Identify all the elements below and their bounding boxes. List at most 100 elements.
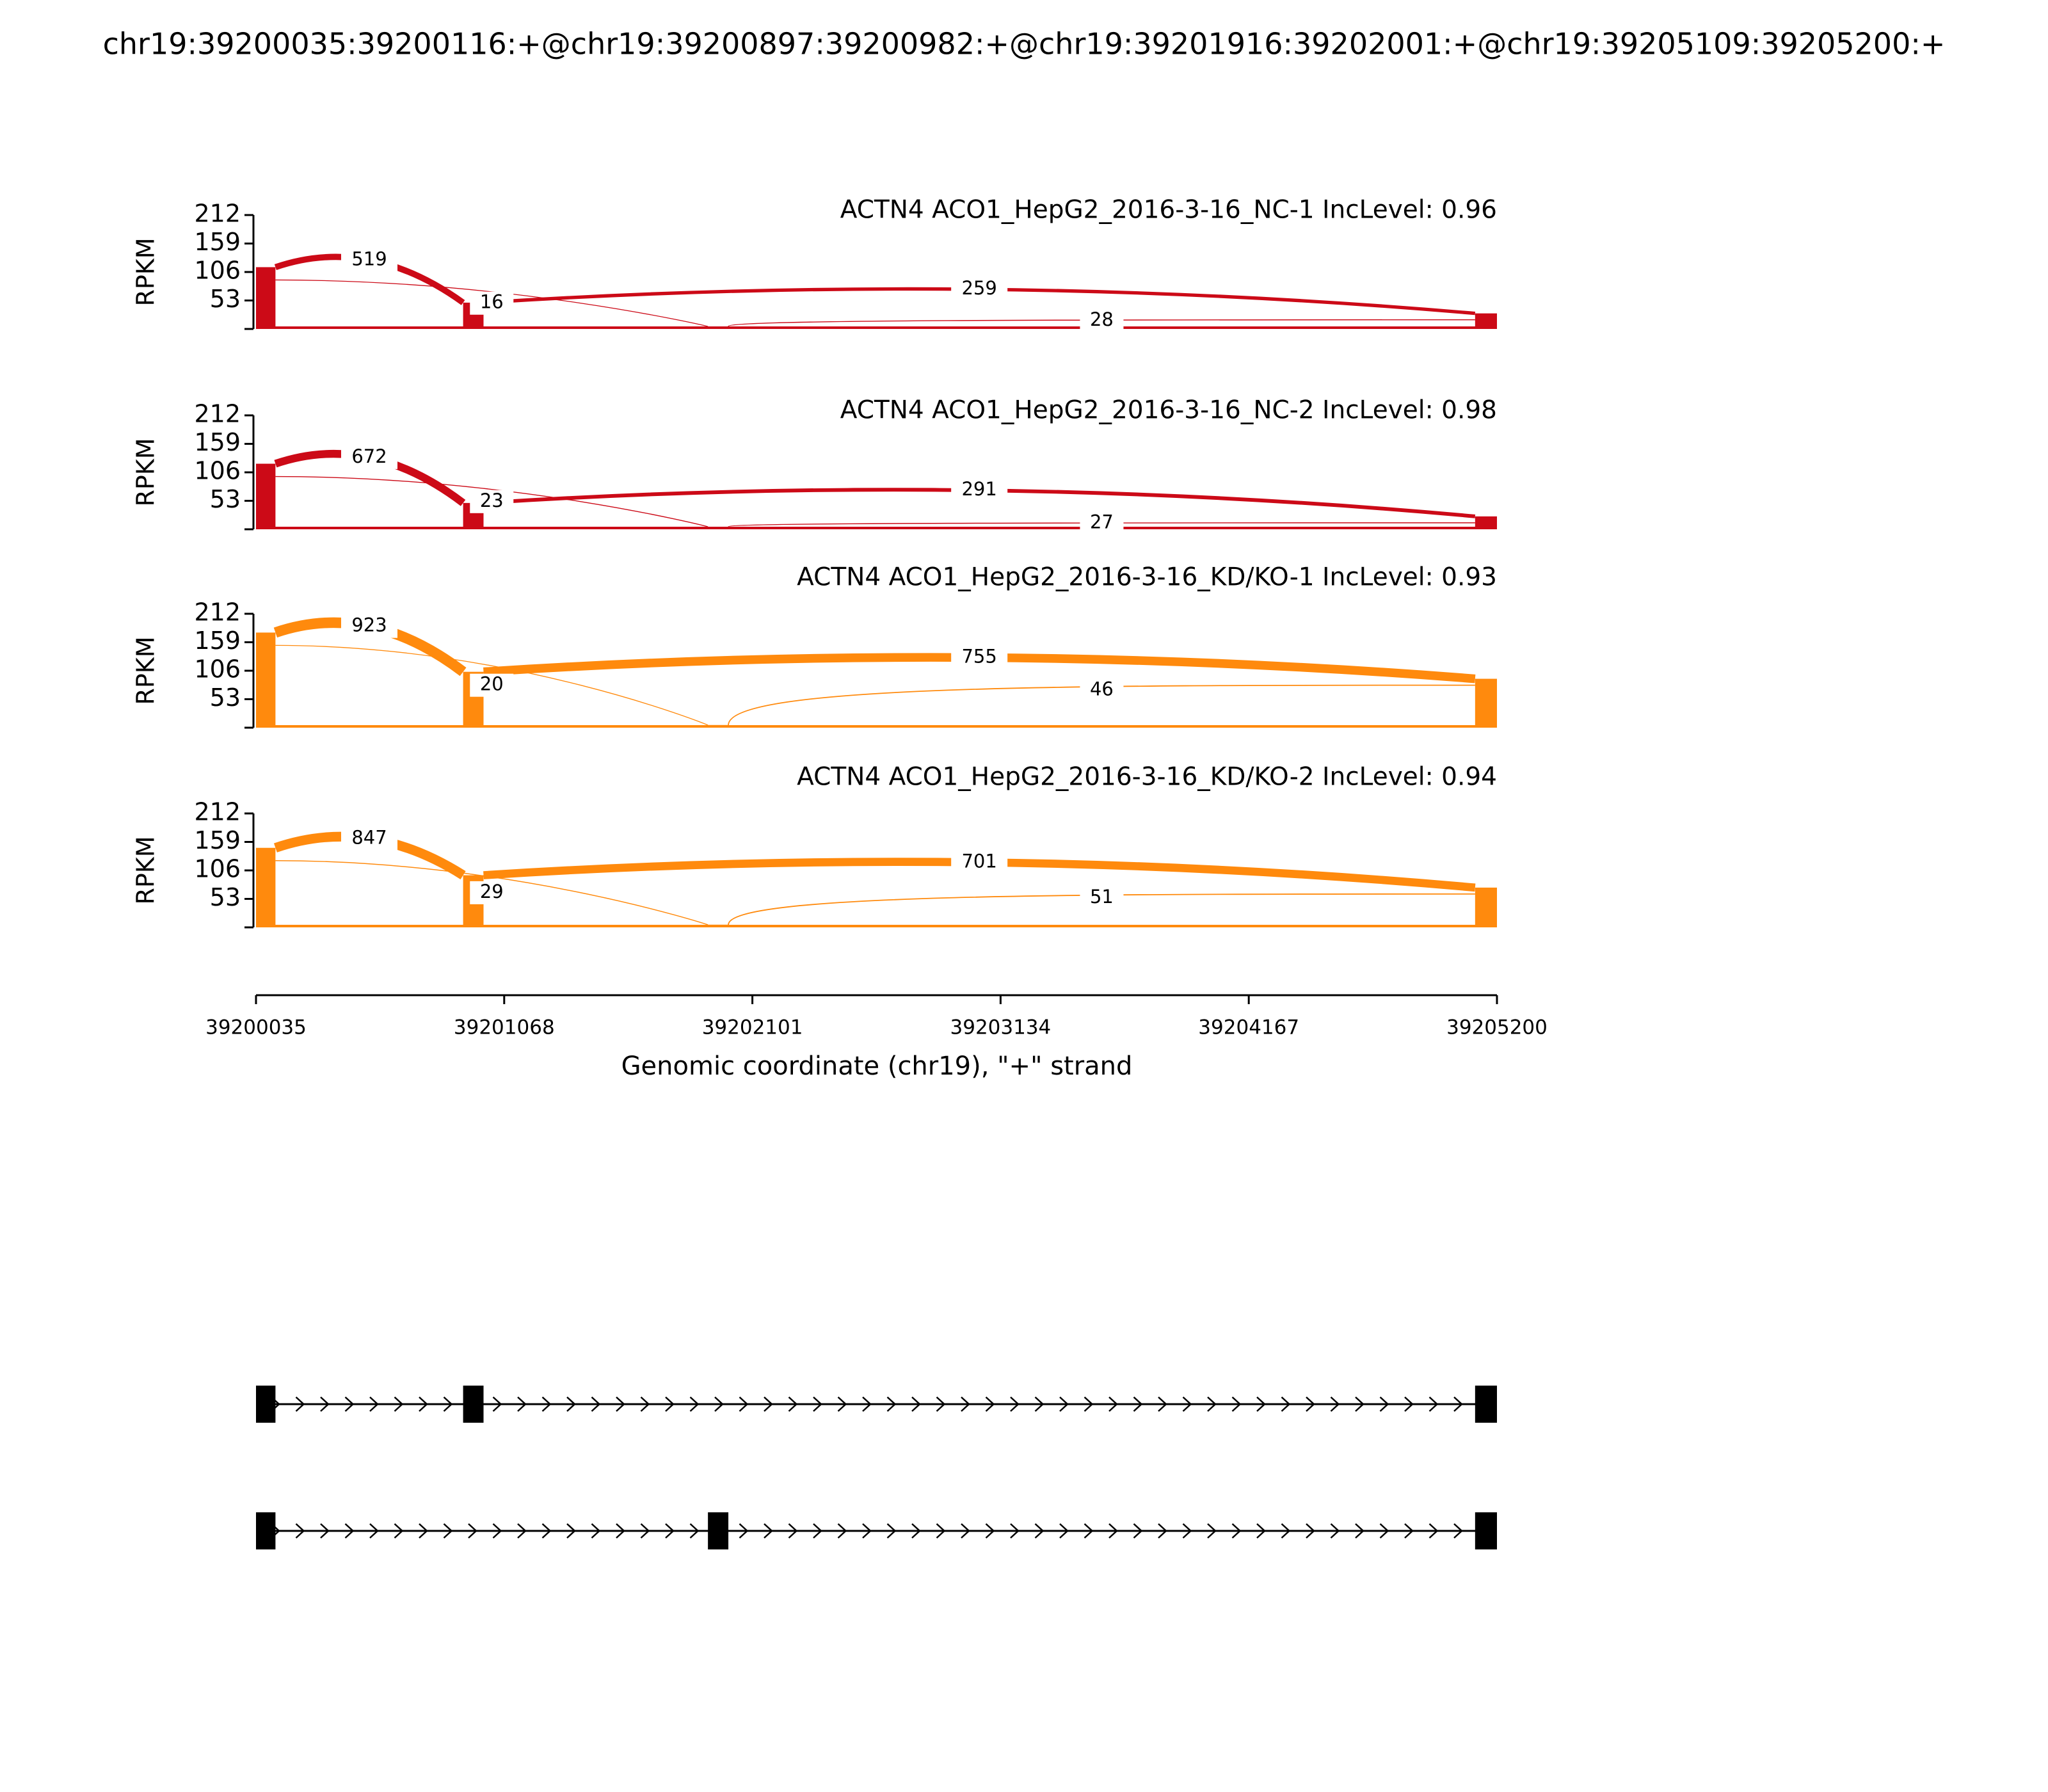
strand-chevron — [566, 1523, 576, 1539]
strand-chevron — [640, 1396, 650, 1412]
strand-chevron — [788, 1396, 798, 1412]
y-tick-label: 106 — [194, 655, 241, 684]
y-axis-label: RPKM — [132, 438, 160, 506]
y-axis-label: RPKM — [132, 237, 160, 306]
strand-chevron — [541, 1396, 552, 1412]
exon-block — [256, 1512, 276, 1549]
strand-chevron — [1404, 1523, 1414, 1539]
x-axis-label: Genomic coordinate (chr19), "+" strand — [621, 1052, 1133, 1081]
strand-chevron — [1330, 1396, 1340, 1412]
x-tick-label: 39200035 — [205, 1016, 307, 1039]
strand-chevron — [739, 1523, 749, 1539]
strand-chevron — [1059, 1396, 1069, 1412]
x-tick-label: 39204167 — [1198, 1016, 1299, 1039]
strand-chevron — [911, 1523, 921, 1539]
strand-chevron — [492, 1396, 502, 1412]
strand-chevron — [813, 1523, 822, 1539]
strand-chevron — [492, 1523, 502, 1539]
strand-chevron — [1379, 1396, 1389, 1412]
strand-chevron — [1256, 1523, 1266, 1539]
junction-label-bg — [1080, 678, 1124, 702]
y-tick-label: 159 — [194, 627, 241, 655]
strand-chevron — [1256, 1396, 1266, 1412]
y-tick-label: 53 — [210, 883, 241, 911]
strand-chevron — [1355, 1523, 1364, 1539]
strand-chevron — [295, 1396, 305, 1412]
strand-chevron — [1034, 1396, 1044, 1412]
coverage-bar — [1475, 313, 1497, 329]
strand-chevron — [1182, 1396, 1192, 1412]
exon-block — [1475, 1512, 1497, 1549]
junction-label: 291 — [961, 478, 996, 500]
strand-chevron — [1428, 1523, 1439, 1539]
strand-chevron — [295, 1523, 305, 1539]
junction-label: 51 — [1090, 886, 1114, 908]
strand-chevron — [369, 1396, 379, 1412]
strand-chevron — [591, 1396, 601, 1412]
junction-label: 701 — [961, 850, 996, 872]
junction-arc — [275, 860, 708, 925]
junction-label: 27 — [1090, 511, 1114, 533]
strand-chevron — [1207, 1396, 1217, 1412]
strand-chevron — [541, 1523, 552, 1539]
x-tick-label: 39203134 — [950, 1016, 1052, 1039]
strand-chevron — [886, 1396, 897, 1412]
junction-label-bg — [341, 614, 398, 638]
strand-chevron — [616, 1396, 625, 1412]
panel-title: ACTN4 ACO1_HepG2_2016-3-16_NC-1 IncLevel… — [840, 196, 1497, 225]
strand-chevron — [837, 1396, 847, 1412]
junction-label-bg — [1080, 511, 1124, 535]
strand-chevron — [788, 1523, 798, 1539]
panel-title: ACTN4 ACO1_HepG2_2016-3-16_NC-2 IncLevel… — [840, 396, 1497, 425]
strand-chevron — [862, 1396, 872, 1412]
y-tick-label: 159 — [194, 228, 241, 256]
strand-chevron — [616, 1523, 625, 1539]
strand-chevron — [344, 1396, 355, 1412]
junction-label: 20 — [480, 673, 504, 695]
chart-title: chr19:39200035:39200116:+@chr19:39200897… — [103, 27, 1946, 61]
strand-chevron — [1453, 1396, 1463, 1412]
junction-arc — [275, 279, 708, 327]
strand-chevron — [1182, 1523, 1192, 1539]
coverage-bar — [708, 327, 729, 329]
strand-chevron — [665, 1523, 675, 1539]
coverage-bar — [256, 463, 276, 529]
strand-chevron — [1108, 1523, 1118, 1539]
y-tick-label: 53 — [210, 485, 241, 513]
junction-label: 16 — [480, 291, 504, 313]
strand-chevron — [1133, 1523, 1143, 1539]
coverage-bar — [256, 267, 276, 329]
strand-chevron — [1084, 1523, 1094, 1539]
strand-chevron — [394, 1523, 404, 1539]
panel-title: ACTN4 ACO1_HepG2_2016-3-16_KD/KO-1 IncLe… — [797, 563, 1497, 592]
junction-label: 847 — [351, 826, 387, 848]
strand-chevron — [419, 1523, 428, 1539]
y-tick-label: 53 — [210, 285, 241, 313]
strand-chevron — [961, 1396, 970, 1412]
strand-chevron — [1010, 1396, 1020, 1412]
coverage-bar — [1475, 887, 1497, 927]
junction-label: 259 — [961, 277, 996, 299]
strand-chevron — [344, 1523, 355, 1539]
strand-chevron — [837, 1523, 847, 1539]
panel-title: ACTN4 ACO1_HepG2_2016-3-16_KD/KO-2 IncLe… — [797, 763, 1497, 792]
junction-arc — [728, 893, 1475, 925]
strand-chevron — [566, 1396, 576, 1412]
strand-chevron — [1306, 1523, 1315, 1539]
junction-label: 28 — [1090, 308, 1114, 330]
strand-chevron — [1428, 1396, 1439, 1412]
strand-chevron — [665, 1396, 675, 1412]
y-tick-label: 106 — [194, 855, 241, 883]
y-tick-label: 53 — [210, 684, 241, 712]
strand-chevron — [468, 1523, 477, 1539]
strand-chevron — [1158, 1523, 1167, 1539]
coverage-bar — [256, 632, 276, 728]
y-axis-label: RPKM — [132, 836, 160, 904]
strand-chevron — [1207, 1523, 1217, 1539]
strand-chevron — [1355, 1396, 1364, 1412]
strand-chevron — [1084, 1396, 1094, 1412]
junction-label-bg — [1080, 308, 1124, 332]
strand-chevron — [1379, 1523, 1389, 1539]
